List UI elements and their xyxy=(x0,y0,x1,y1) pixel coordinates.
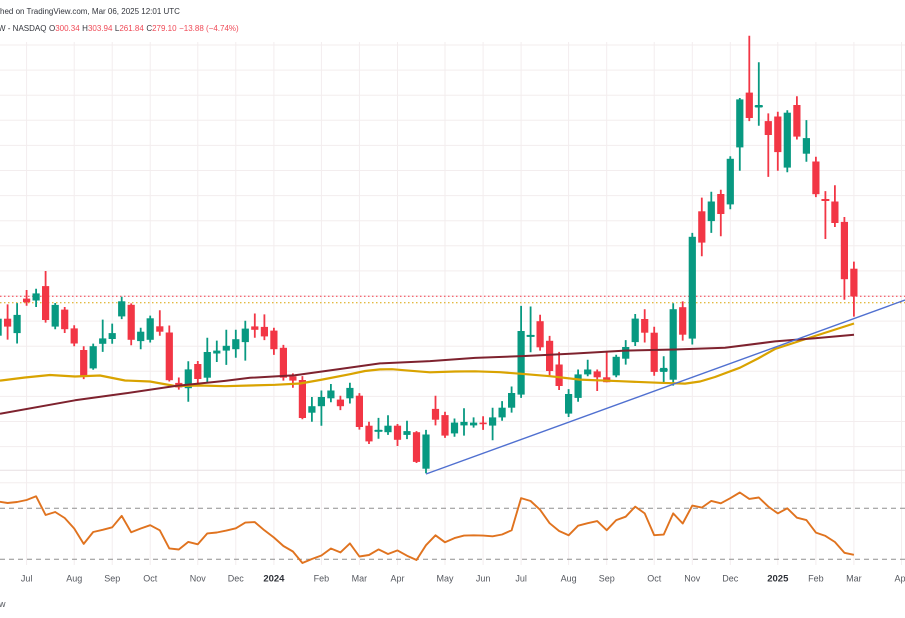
svg-text:2025: 2025 xyxy=(767,574,789,585)
svg-text:Jul: Jul xyxy=(21,574,33,584)
svg-text:Oct: Oct xyxy=(143,574,158,584)
svg-text:Nov: Nov xyxy=(190,574,207,584)
svg-text:Apr: Apr xyxy=(894,574,905,584)
svg-text:Sep: Sep xyxy=(599,574,615,584)
svg-text:Sep: Sep xyxy=(104,574,120,584)
svg-text:Nov: Nov xyxy=(684,574,701,584)
svg-text:Mar: Mar xyxy=(846,574,862,584)
svg-text:Feb: Feb xyxy=(808,574,824,584)
svg-text:2024: 2024 xyxy=(263,574,285,585)
svg-text:Aug: Aug xyxy=(561,574,577,584)
svg-text:May: May xyxy=(436,574,454,584)
svg-text:Dec: Dec xyxy=(722,574,739,584)
svg-text:Dec: Dec xyxy=(228,574,245,584)
svg-text:Oct: Oct xyxy=(647,574,662,584)
svg-text:Jun: Jun xyxy=(476,574,491,584)
svg-text:Jul: Jul xyxy=(515,574,527,584)
svg-text:hed on TradingView.com, Mar 06: hed on TradingView.com, Mar 06, 2025 12:… xyxy=(0,7,180,16)
svg-text:Feb: Feb xyxy=(314,574,330,584)
svg-text:Apr: Apr xyxy=(390,574,404,584)
svg-text:Aug: Aug xyxy=(66,574,82,584)
svg-text:w: w xyxy=(0,599,6,609)
svg-text:Mar: Mar xyxy=(352,574,368,584)
